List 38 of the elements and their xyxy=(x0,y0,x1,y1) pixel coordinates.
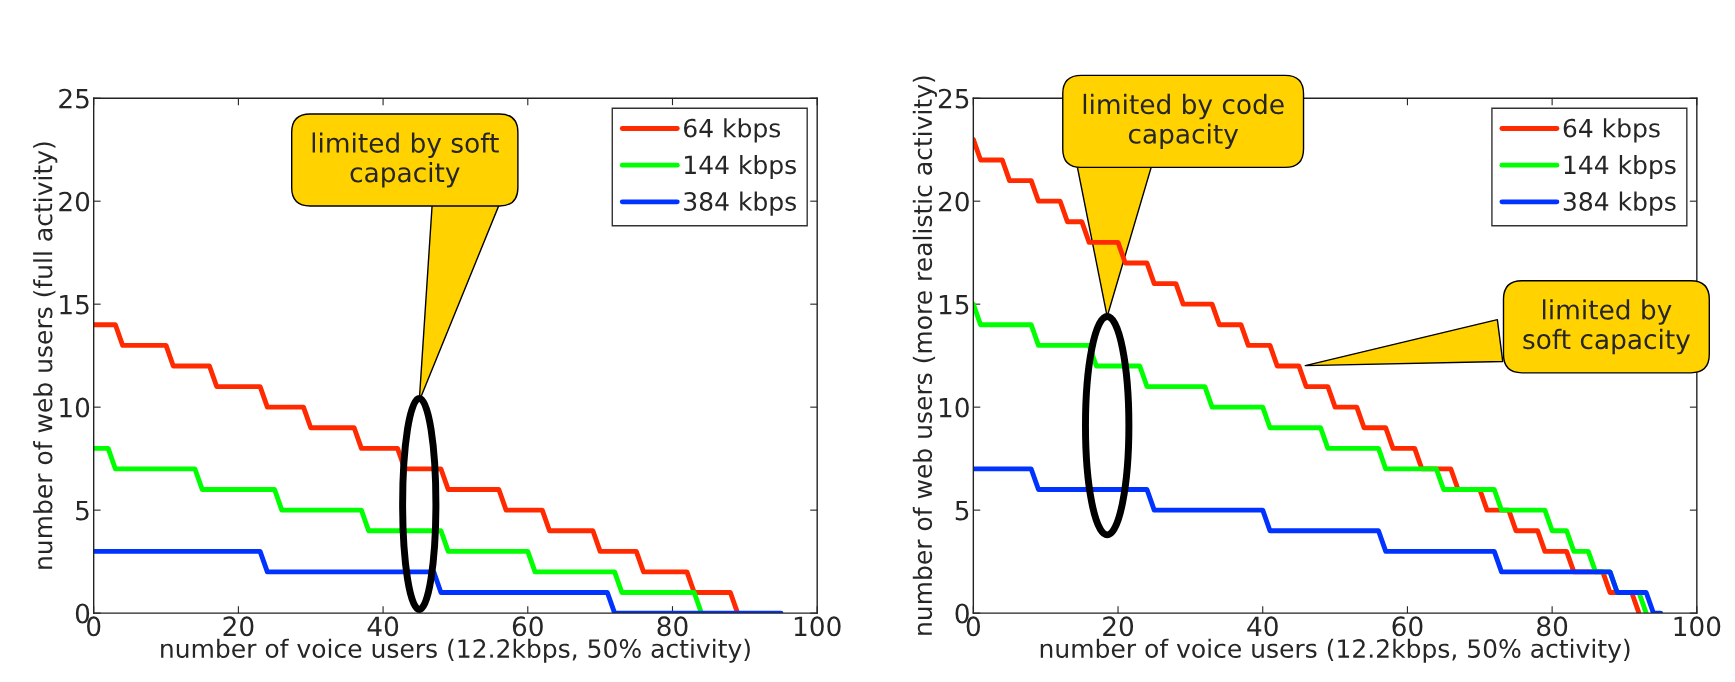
x-axis-title: number of voice users (12.2kbps, 50% activity) xyxy=(161,638,750,663)
x-tick-label: 80 xyxy=(657,616,688,637)
y-tick-label: 0 xyxy=(75,603,90,624)
x-tick-label: 100 xyxy=(1674,616,1721,637)
y-axis-title: number of web users (more realistic activity) xyxy=(912,76,937,635)
x-tick-label: 80 xyxy=(1537,616,1568,637)
legend-label: 384 kbps xyxy=(1563,191,1676,216)
y-tick-label: 15 xyxy=(60,294,89,315)
legend-label: 64 kbps xyxy=(684,118,781,143)
x-tick-label: 20 xyxy=(1103,616,1134,637)
annotation: limited by code capacity xyxy=(1083,93,1284,149)
y-tick-label: 15 xyxy=(939,294,969,315)
line-series xyxy=(93,322,741,614)
line-series xyxy=(973,466,1664,614)
legend-label: 144 kbps xyxy=(685,154,796,180)
x-tick-label: 40 xyxy=(1247,616,1278,637)
x-tick-label: 60 xyxy=(512,616,543,637)
y-tick-label: 25 xyxy=(59,88,89,109)
x-tick-label: 60 xyxy=(1392,616,1423,637)
y-tick-label: 5 xyxy=(955,500,969,521)
annotation: limited by soft capacity xyxy=(1523,299,1691,355)
y-tick-label: 10 xyxy=(60,397,90,418)
y-tick-label: 5 xyxy=(76,500,89,521)
y-tick-label: 25 xyxy=(938,88,969,109)
line-series xyxy=(93,445,704,614)
y-tick-label: 10 xyxy=(939,397,969,418)
y-axis-title: number of web users (full activity) xyxy=(33,142,58,569)
legend-label: 64 kbps xyxy=(1563,118,1660,143)
line-series xyxy=(93,548,784,614)
y-tick-label: 20 xyxy=(59,191,90,212)
y-tick-label: 20 xyxy=(938,191,969,212)
annotation: limited by soft capacity xyxy=(312,132,499,188)
legend-label: 144 kbps xyxy=(1564,154,1676,180)
x-axis-title: number of voice users (12.2kbps, 50% activity) xyxy=(1040,638,1630,663)
x-tick-label: 40 xyxy=(367,616,399,637)
x-tick-label: 100 xyxy=(794,616,841,637)
x-tick-label: 20 xyxy=(223,616,254,637)
legend-label: 384 kbps xyxy=(684,191,796,216)
